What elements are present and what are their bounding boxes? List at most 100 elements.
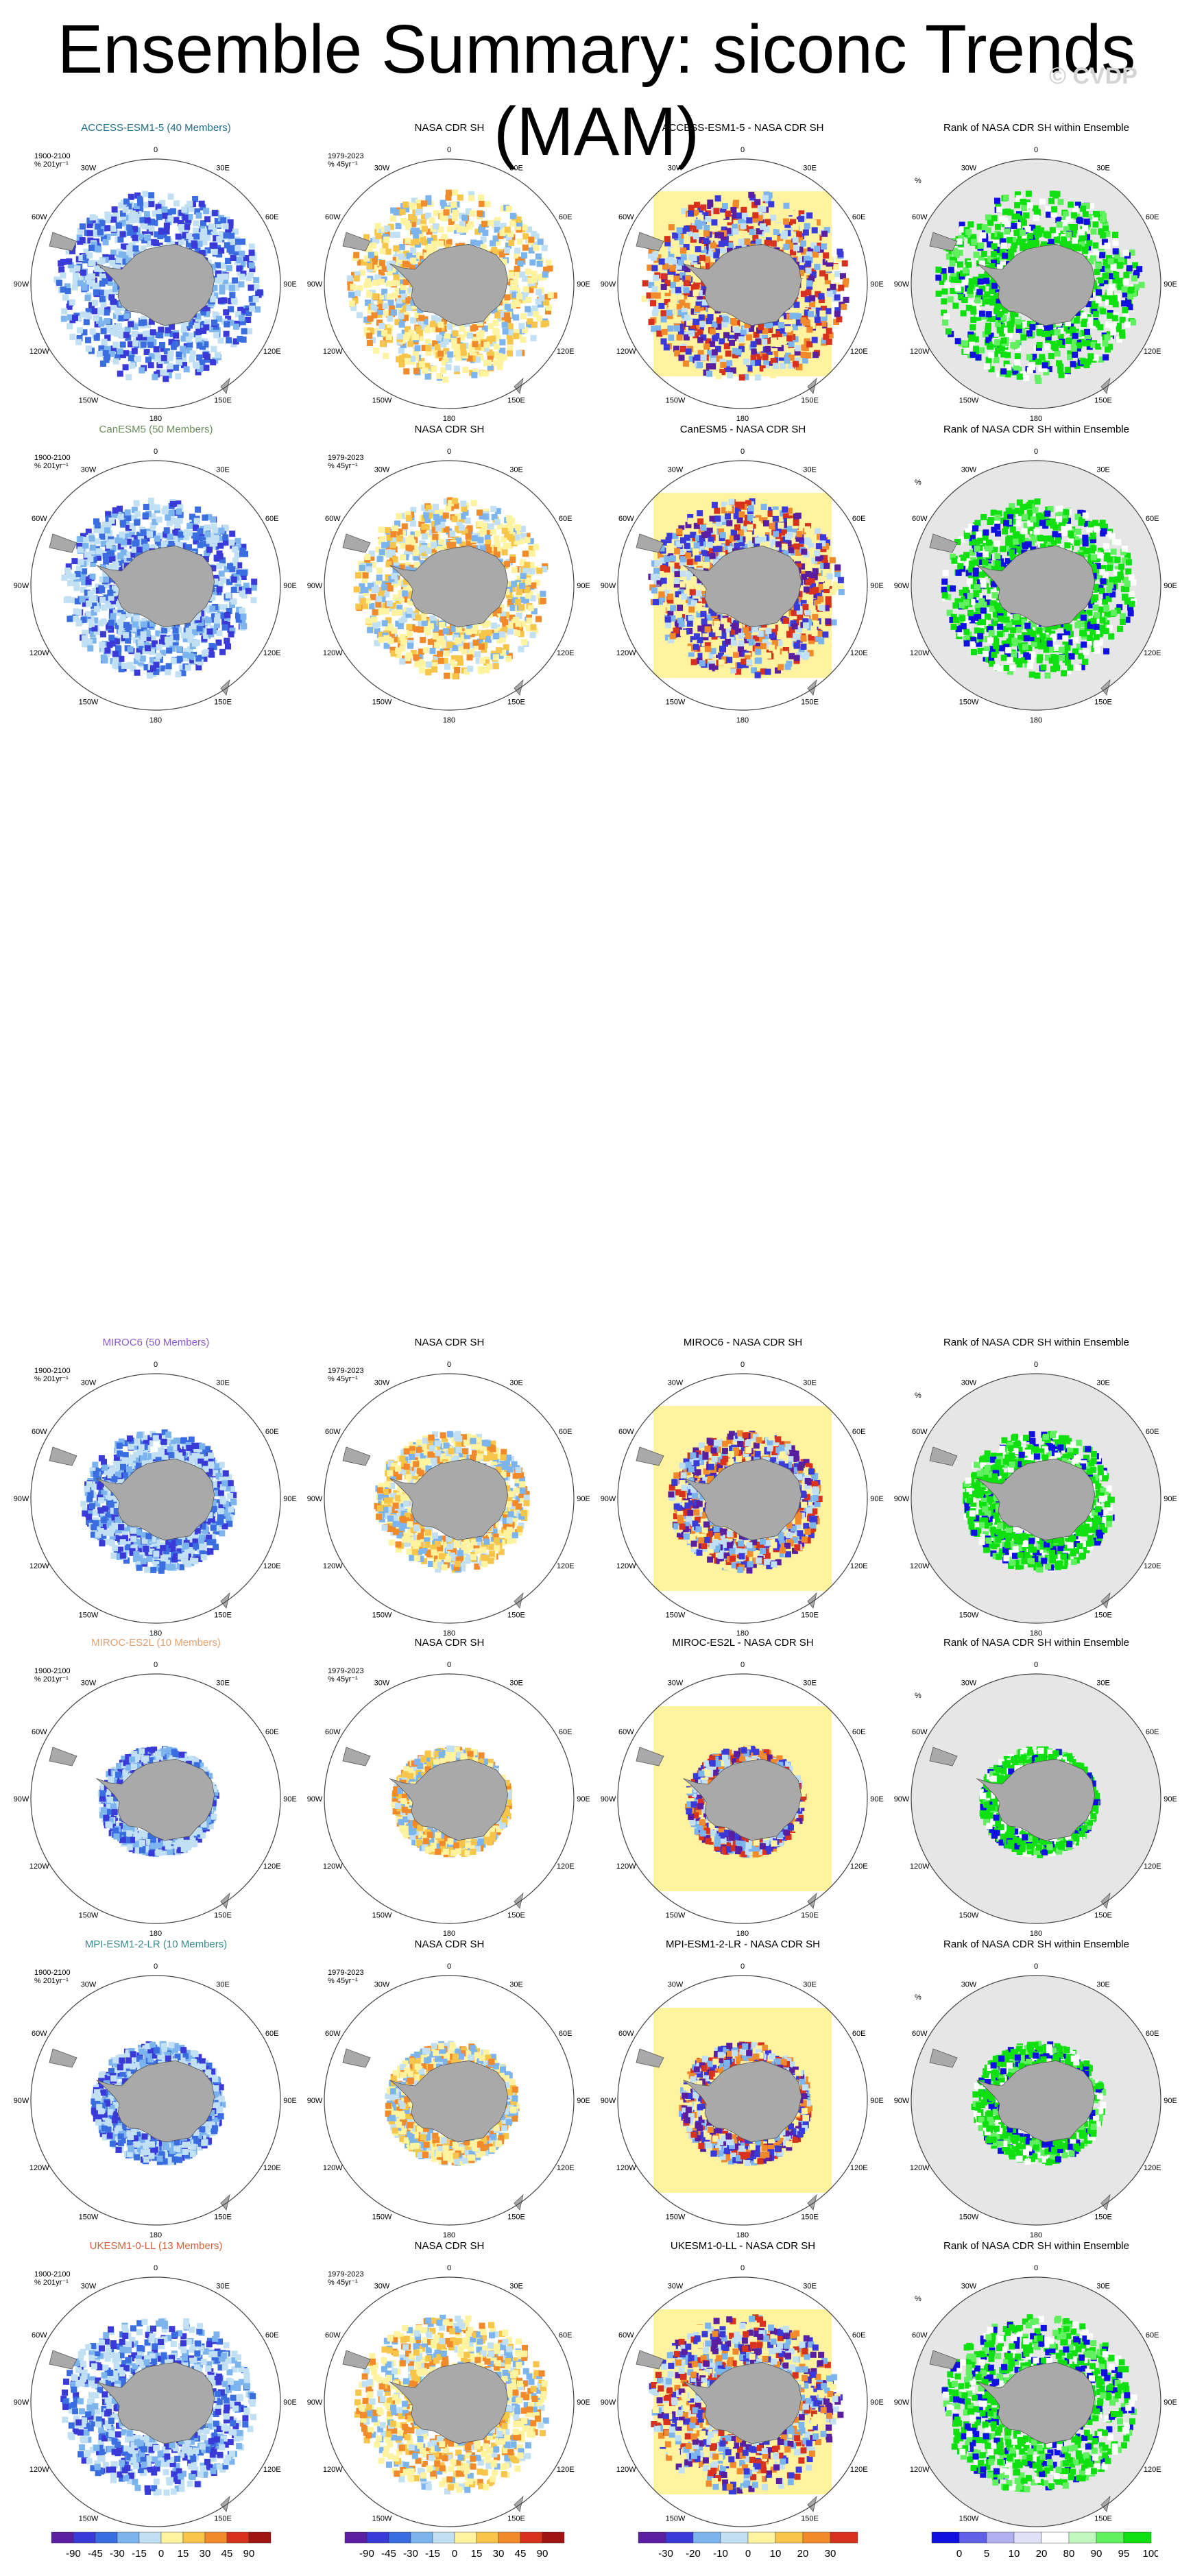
longitude-label: 30E — [216, 1980, 230, 1989]
longitude-label: 0 — [740, 1361, 745, 1369]
units-text: % 201yr⁻¹ — [34, 1375, 71, 1383]
colorbar-tick-label: -15 — [132, 2548, 147, 2560]
panel-title: MIROC6 - NASA CDR SH — [594, 1337, 892, 1349]
longitude-label: 0 — [740, 2264, 745, 2272]
longitude-label: 180 — [443, 2231, 455, 2239]
colorbar-tick-label: -90 — [66, 2548, 81, 2560]
longitude-label: 150W — [959, 698, 979, 707]
panel-units-label: % — [915, 1993, 921, 2002]
longitude-label: 90W — [307, 2398, 323, 2407]
longitude-label: 180 — [736, 1629, 749, 1637]
longitude-label: 150E — [507, 1612, 525, 1620]
longitude-label: 150E — [507, 1912, 525, 1920]
longitude-label: 30W — [961, 1378, 977, 1387]
colorbar-swatch — [498, 2531, 521, 2544]
longitude-label: 120E — [850, 348, 868, 356]
colorbar-swatch — [182, 2531, 206, 2544]
longitude-label: 120W — [910, 348, 930, 356]
diff-panel: 0 30E 60E 90E 120E 150E 180 150W 120W 90W 60W 30W Ca… — [594, 424, 892, 724]
longitude-label: 90W — [307, 1795, 323, 1803]
longitude-label: 90W — [601, 582, 616, 590]
longitude-label: 120E — [1144, 348, 1161, 356]
units-text: % — [915, 1392, 921, 1400]
longitude-label: 150W — [666, 698, 686, 707]
longitude-label: 30E — [803, 1679, 817, 1687]
units-text: % — [915, 1993, 921, 2002]
period-text: 1979-2023 — [328, 1667, 364, 1675]
longitude-label: 90E — [870, 280, 884, 289]
longitude-label: 60W — [912, 2030, 928, 2038]
panel-title: NASA CDR SH — [300, 122, 599, 134]
longitude-label: 150W — [959, 1912, 979, 1920]
panel-units-label: % — [915, 478, 921, 487]
period-text: 1979-2023 — [328, 1969, 364, 1977]
longitude-label: 120E — [557, 649, 575, 657]
longitude-label: 60E — [852, 1728, 866, 1736]
longitude-label: 90E — [577, 2097, 590, 2105]
colorbar-tick-label: 10 — [770, 2548, 782, 2560]
colorbar-tick-label: 95 — [1118, 2548, 1130, 2560]
panel-units-label: 1900-2100% 201yr⁻¹ — [34, 2270, 71, 2287]
longitude-label: 150E — [1094, 2213, 1112, 2222]
colorbar-tick-label: 0 — [956, 2548, 962, 2560]
rank-panel: 0 30E 60E 90E 120E 150E 180 150W 120W 90W 60W 30W Ra… — [887, 122, 1185, 422]
longitude-label: 120E — [557, 1562, 575, 1570]
longitude-label: 120E — [850, 2164, 868, 2172]
longitude-label: 150E — [507, 698, 525, 707]
longitude-label: 0 — [740, 448, 745, 456]
longitude-label: 0 — [447, 1661, 451, 1669]
longitude-label: 180 — [149, 2231, 162, 2239]
longitude-label: 60W — [32, 213, 47, 221]
colorbar-swatch — [366, 2531, 389, 2544]
colorbar-swatch — [138, 2531, 162, 2544]
longitude-label: 30W — [81, 1378, 97, 1387]
longitude-label: 60E — [559, 515, 573, 523]
rank-map: 0 30E 60E 90E 120E 150E 180 150W 120W 90W 60W 30W — [894, 1963, 1177, 2239]
longitude-label: 0 — [154, 146, 158, 154]
longitude-label: 120W — [323, 649, 343, 657]
colorbar-swatch — [73, 2531, 96, 2544]
longitude-label: 90E — [1164, 582, 1177, 590]
antarctica-landmass — [96, 2361, 215, 2444]
map-boundary — [911, 1673, 1161, 1924]
map-boundary — [324, 2276, 575, 2527]
longitude-label: 120E — [850, 1862, 868, 1871]
panel-title: CanESM5 - NASA CDR SH — [594, 424, 892, 436]
south-america-landmass — [342, 1747, 371, 1766]
colorbar-swatch — [454, 2531, 477, 2544]
panel-title: Rank of NASA CDR SH within Ensemble — [887, 424, 1185, 436]
antarctica-landmass — [96, 545, 215, 628]
longitude-label: 30E — [1096, 2282, 1110, 2290]
longitude-label: 120W — [910, 2466, 930, 2474]
diff-panel: 0 30E 60E 90E 120E 150E 180 150W 120W 90W 60W 30W MP… — [594, 1939, 892, 2239]
diff-map: 0 30E 60E 90E 120E 150E 180 150W 120W 90W 60W 30W — [601, 146, 884, 422]
diff-panel: 030E60E90E120E150E180150W120W90W60W30WUK… — [594, 2240, 892, 2540]
south-america-landmass — [342, 533, 371, 553]
longitude-label: 60E — [852, 1428, 866, 1436]
colorbar-swatch — [388, 2531, 411, 2544]
longitude-label: 30W — [961, 2282, 977, 2290]
longitude-label: 60E — [265, 213, 279, 221]
model-map: 0 30E 60E 90E 120E 150E 180 150W 120W 90W 60W 30W — [14, 1963, 297, 2239]
panel-title: Rank of NASA CDR SH within Ensemble — [887, 1939, 1185, 1951]
south-america-landmass — [49, 1446, 77, 1466]
longitude-label: 30E — [803, 1378, 817, 1387]
colorbar-tick-label: -30 — [658, 2548, 673, 2560]
longitude-label: 60W — [32, 1728, 47, 1736]
rank-panel: 0 30E 60E 90E 120E 150E 180 150W 120W 90W 60W 30W Ra… — [887, 1337, 1185, 1637]
colorbar-tick-label: 90 — [1091, 2548, 1102, 2560]
panel-title: NASA CDR SH — [300, 1637, 599, 1649]
longitude-label: 90W — [894, 280, 910, 289]
longitude-label: 60W — [32, 515, 47, 523]
longitude-label: 30E — [1096, 164, 1110, 172]
antarctica-landmass — [683, 243, 802, 326]
longitude-label: 90E — [1164, 2398, 1177, 2407]
units-text: % — [915, 2295, 921, 2303]
longitude-label: 180 — [149, 415, 162, 422]
longitude-label: 150E — [801, 2515, 819, 2523]
longitude-label: 120E — [850, 1562, 868, 1570]
model-panel: 0 30E 60E 90E 120E 150E 180 150W 120W 90W 60W 30W MP… — [7, 1939, 305, 2239]
longitude-label: 90W — [14, 2097, 29, 2105]
